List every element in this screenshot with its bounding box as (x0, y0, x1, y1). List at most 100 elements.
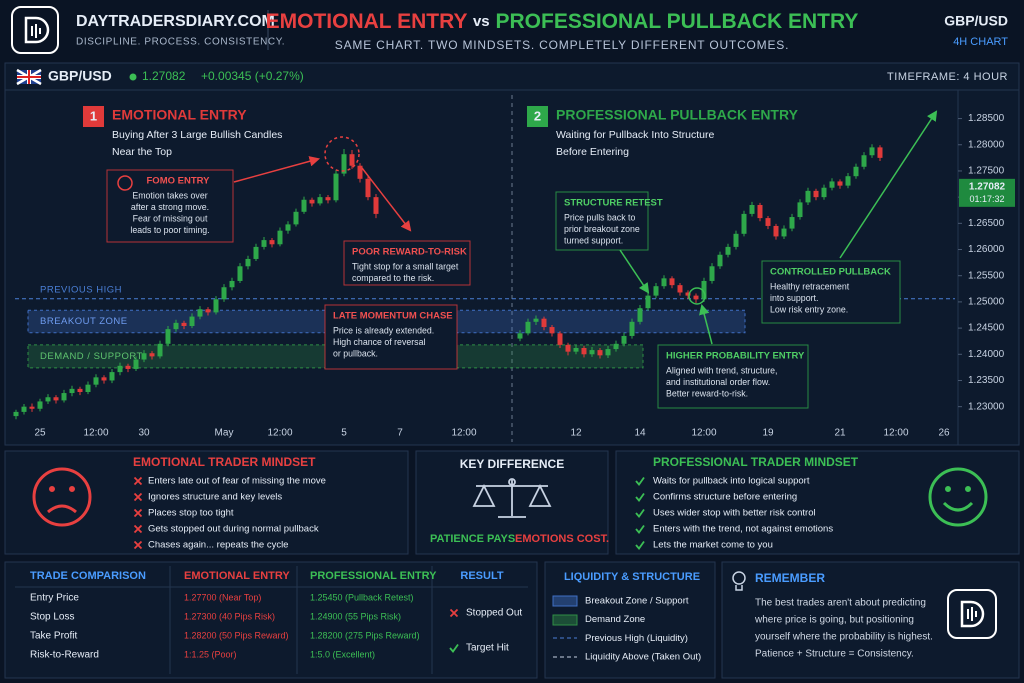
candle-body (725, 246, 731, 255)
candle-body (621, 335, 627, 344)
check-icon (635, 476, 645, 486)
candle-body (213, 299, 219, 313)
remember-panel (721, 561, 1020, 679)
bulb-icon (732, 571, 746, 591)
candle-body (301, 199, 307, 212)
x-tick-label: 5 (341, 428, 347, 439)
list-item: Confirms structure before entering (653, 492, 797, 503)
candle-body (789, 217, 795, 229)
candle-body (93, 377, 99, 385)
cross-icon (133, 524, 143, 534)
x-tick-label: 14 (634, 428, 646, 439)
callout-text: High chance of reversal (333, 337, 425, 347)
callout-title: CONTROLLED PULLBACK (770, 267, 891, 278)
check-icon (635, 524, 645, 534)
list-item: Uses wider stop with better risk control (653, 508, 816, 519)
candle-body (181, 322, 187, 326)
candle-body (869, 147, 875, 156)
candle-body (53, 397, 59, 401)
list-item: Enters late out of fear of missing the m… (148, 476, 326, 487)
section-title: EMOTIONAL ENTRY (112, 107, 247, 123)
price-marker (959, 178, 1015, 207)
arrow (699, 303, 713, 345)
callout-text: and institutional order flow. (666, 377, 770, 387)
callout-title: STRUCTURE RETEST (564, 198, 663, 209)
candle-body (717, 254, 723, 267)
panel-title: PROFESSIONAL TRADER MINDSET (653, 455, 859, 469)
x-tick-label: May (215, 428, 234, 439)
candle-body (221, 287, 227, 300)
countdown: 01:17:32 (969, 194, 1004, 204)
candle-body (13, 411, 19, 417)
candle-body (365, 178, 371, 198)
candle-body (597, 350, 603, 356)
table-cell: 1:1.25 (Poor) (184, 649, 237, 659)
scale-icon (472, 478, 552, 518)
candle-body (141, 353, 147, 360)
section-number: 2 (534, 108, 541, 123)
pair: GBP/USD (944, 13, 1008, 29)
panel-title: EMOTIONAL TRADER MINDSET (133, 455, 316, 469)
table-cell: 1.27300 (40 Pips Risk) (184, 611, 275, 621)
list-item: Enters with the trend, not against emoti… (653, 524, 833, 535)
section-text: Near the Top (112, 146, 172, 158)
candle-body (85, 384, 91, 392)
candle-body (533, 318, 539, 322)
callout-box (761, 260, 901, 324)
arrow (839, 110, 938, 259)
candle-body (133, 359, 139, 369)
chart-timeframe: TIMEFRAME: 4 HOUR (887, 71, 1008, 83)
candle-body (269, 240, 275, 245)
candle-body (877, 147, 883, 158)
callout-box (324, 304, 458, 370)
callout-text: into support. (770, 293, 818, 303)
x-tick-label: 25 (34, 428, 46, 439)
candle-body (77, 388, 83, 392)
remember-text: The best trades aren't about predicting (755, 598, 926, 609)
candle-body (557, 333, 563, 345)
candle-body (149, 353, 155, 357)
x-tick-label: 19 (762, 428, 774, 439)
candle-body (613, 343, 619, 350)
candle-body (69, 388, 75, 394)
candle-body (237, 266, 243, 281)
key-left: PATIENCE PAYS. (430, 533, 518, 545)
callout-text: Tight stop for a small target (352, 261, 459, 271)
callout-text: Price is already extended. (333, 325, 434, 335)
candle-body (349, 154, 355, 166)
check-icon (635, 492, 645, 502)
candle-body (205, 309, 211, 313)
candle-body (229, 280, 235, 288)
table-cell: 1.28200 (50 Pips Reward) (184, 630, 289, 640)
key-right: EMOTIONS COST. (515, 533, 609, 545)
arrow (619, 249, 650, 294)
logo-small (947, 589, 997, 639)
list-item: Gets stopped out during normal pullback (148, 524, 319, 535)
y-tick-label: 1.24500 (968, 323, 1005, 334)
table-header: PROFESSIONAL ENTRY (310, 570, 437, 582)
section-text: Buying After 3 Large Bullish Candles (112, 129, 282, 141)
table-cell: 1:5.0 (Excellent) (310, 649, 375, 659)
panel-title: LIQUIDITY & STRUCTURE (564, 571, 700, 583)
list-item: Lets the market come to you (653, 540, 773, 551)
title-right: PROFESSIONAL PULLBACK ENTRY (495, 10, 858, 33)
emotional-panel (4, 450, 409, 555)
callout-text: prior breakout zone (564, 224, 640, 234)
table-cell: Risk-to-Reward (30, 650, 99, 661)
legend-label: Previous High (Liquidity) (585, 633, 688, 644)
table-cell: Stop Loss (30, 612, 74, 623)
candle-body (653, 286, 659, 296)
callout-text: after a strong move. (131, 202, 209, 212)
section-badge (83, 106, 104, 127)
table-header: RESULT (460, 570, 503, 582)
table-cell: Entry Price (30, 593, 79, 604)
candle-body (741, 213, 747, 234)
candle-body (573, 348, 579, 352)
candle-body (605, 349, 611, 356)
candle-body (253, 246, 259, 259)
x-tick-label: 12:00 (267, 428, 292, 439)
candle-body (749, 205, 755, 214)
section-number: 1 (90, 108, 97, 123)
section-text: Waiting for Pullback Into Structure (556, 129, 715, 141)
